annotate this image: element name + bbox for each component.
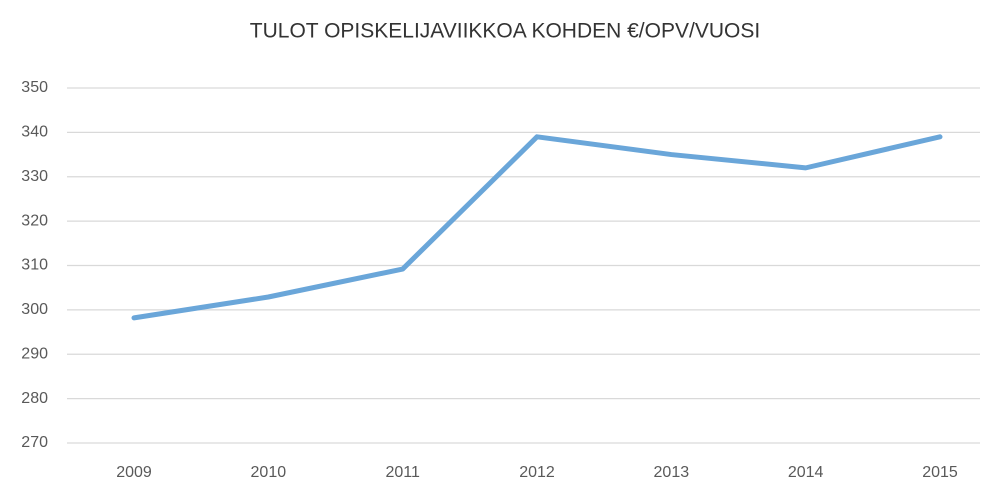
x-tick-label: 2015 (922, 464, 958, 481)
data-line (131, 134, 943, 321)
y-tick-label: 290 (21, 345, 48, 362)
chart-title: TULOT OPISKELIJAVIIKKOA KOHDEN €/OPV/VUO… (250, 20, 760, 43)
y-tick-label: 300 (21, 301, 48, 318)
y-tick-label: 310 (21, 257, 48, 274)
y-tick-label: 270 (21, 434, 48, 451)
x-tick-label: 2009 (116, 464, 152, 481)
x-tick-label: 2014 (788, 464, 824, 481)
x-tick-label: 2012 (519, 464, 555, 481)
x-tick-label: 2013 (654, 464, 690, 481)
y-tick-label: 280 (21, 390, 48, 407)
x-tick-label: 2010 (251, 464, 287, 481)
y-tick-label: 340 (21, 124, 48, 141)
y-tick-label: 320 (21, 212, 48, 229)
y-tick-label: 330 (21, 168, 48, 185)
y-tick-label: 350 (21, 79, 48, 96)
x-tick-label: 2011 (385, 464, 420, 481)
